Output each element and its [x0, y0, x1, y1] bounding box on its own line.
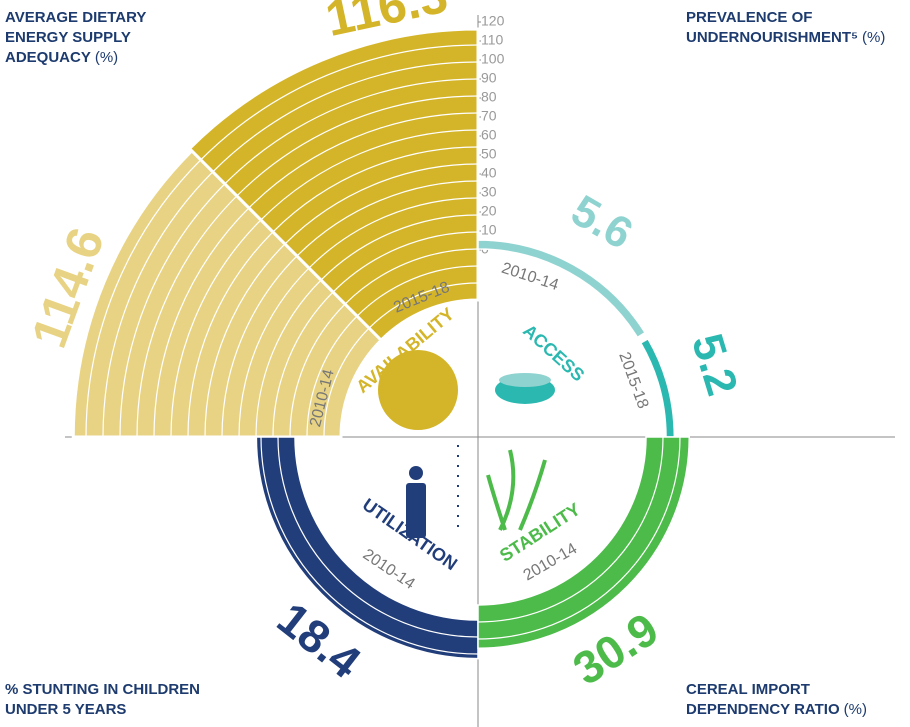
quadrant-title: ADEQUACY (%) [5, 49, 118, 66]
y-tick-label: 70 [481, 108, 497, 124]
quadrant-title: UNDER 5 YEARS [5, 701, 126, 718]
stripe [119, 183, 226, 438]
title-unit: (%) [95, 49, 118, 66]
y-tick-label: 120 [481, 13, 505, 29]
quadrant-title: ENERGY SUPPLY [5, 29, 131, 46]
stripe [308, 197, 479, 269]
stripe [272, 291, 334, 438]
year-label: 2010-14 [499, 260, 560, 294]
quadrant-title: DEPENDENCY RATIO (%) [686, 701, 867, 718]
title-line: UNDERNOURISHMENT⁵ [686, 29, 858, 46]
stripe [260, 129, 479, 221]
stripe [170, 219, 262, 438]
title-line: PREVALENCE OF [686, 9, 812, 26]
stripe [248, 112, 479, 209]
stripe [200, 44, 479, 161]
quadrant-title: AVERAGE DIETARY [5, 9, 146, 26]
icon-wheat [486, 449, 547, 531]
stripe [306, 315, 358, 438]
y-tick-label: 90 [481, 70, 497, 86]
stripe [153, 207, 250, 438]
stripe [255, 279, 322, 438]
stripe [477, 436, 681, 640]
y-tick-label: 50 [481, 146, 497, 162]
bar [477, 239, 647, 339]
stripe [368, 282, 479, 329]
stripe [323, 327, 370, 438]
stripe [320, 214, 479, 281]
quadrant-title: UNDERNOURISHMENT⁵ (%) [686, 29, 885, 46]
stripe [284, 163, 479, 245]
quadrant-title: CEREAL IMPORT [686, 681, 810, 698]
icon-person-head [409, 466, 423, 480]
stripe [332, 231, 479, 293]
stripe [187, 231, 274, 438]
stripe [102, 171, 214, 438]
icon-fish-bg [378, 350, 458, 430]
y-tick-label: 60 [481, 127, 497, 143]
stripe [136, 195, 238, 438]
stripe [238, 267, 310, 438]
quadrant-title: PREVALENCE OF [686, 9, 812, 26]
title-line: AVERAGE DIETARY [5, 9, 146, 26]
title-line: ENERGY SUPPLY [5, 29, 131, 46]
y-tick-label: 40 [481, 165, 497, 181]
bar [187, 27, 480, 343]
stripe [356, 265, 479, 317]
y-tick-label: 20 [481, 203, 497, 219]
stripe [204, 243, 286, 438]
icon-person-body [406, 483, 426, 538]
stripe [289, 303, 346, 438]
stripe [221, 255, 298, 438]
stripe [277, 436, 479, 638]
stripe [272, 146, 479, 233]
stripe [85, 159, 202, 438]
title-line: % STUNTING IN CHILDREN [5, 681, 200, 698]
quadrant-title: % STUNTING IN CHILDREN [5, 681, 200, 698]
value-label: 5.6 [563, 186, 640, 259]
y-tick-label: 10 [481, 222, 497, 238]
y-tick-label: 100 [481, 51, 505, 67]
title-line: DEPENDENCY RATIO [686, 701, 840, 718]
title-unit: (%) [844, 701, 867, 718]
stripe [344, 248, 479, 305]
y-tick-label: 110 [481, 32, 504, 48]
stripe [224, 78, 479, 185]
title-unit: (%) [862, 29, 885, 46]
y-tick-label: 30 [481, 184, 497, 200]
year-label: 2015-18 [615, 350, 651, 411]
stripe [212, 61, 479, 173]
title-line: ADEQUACY [5, 49, 91, 66]
stripe [260, 436, 479, 655]
value-label: 5.2 [682, 328, 747, 401]
bar [255, 436, 479, 660]
stripe [296, 180, 479, 257]
stripe [236, 95, 479, 197]
icon-bowl-top [499, 373, 551, 387]
title-line: CEREAL IMPORT [686, 681, 810, 698]
stripe [477, 436, 664, 623]
title-line: UNDER 5 YEARS [5, 701, 126, 718]
y-tick-label: 80 [481, 89, 497, 105]
bar [477, 436, 691, 650]
